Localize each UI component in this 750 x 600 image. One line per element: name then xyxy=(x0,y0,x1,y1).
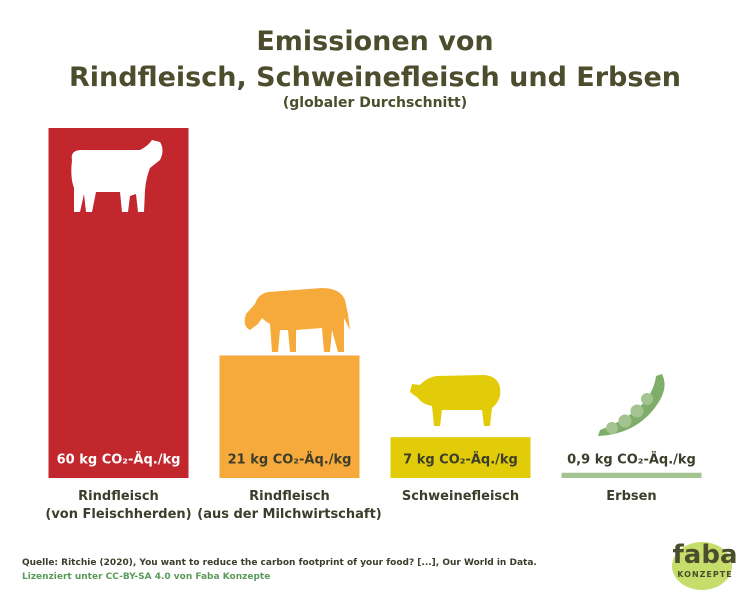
bar xyxy=(561,472,702,478)
cow-icon xyxy=(244,288,350,352)
value-label: 0,9 kg CO₂-Äq./kg xyxy=(567,452,696,468)
value-label: 7 kg CO₂-Äq./kg xyxy=(403,452,518,468)
cow-icon xyxy=(71,140,163,212)
category-label: Schweinefleisch xyxy=(401,489,520,504)
pig-icon xyxy=(410,375,501,426)
license-note: Lizenziert unter CC-BY-SA 4.0 von Faba K… xyxy=(22,572,271,582)
category-label: Rindfleisch (aus der Milchwirtschaft) xyxy=(197,489,382,522)
chart-title: Emissionen von Rindfleisch, Schweineflei… xyxy=(69,26,681,93)
pea-icon xyxy=(598,374,665,436)
value-label: 21 kg CO₂-Äq./kg xyxy=(228,452,352,468)
bar xyxy=(219,355,360,478)
category-label: Erbsen xyxy=(606,489,657,504)
category-label: Rindfleisch (von Fleischherden) xyxy=(45,489,192,522)
logo-subtitle: KONZEPTE xyxy=(677,570,733,579)
logo: faba xyxy=(672,540,738,570)
chart-subtitle: (globaler Durchschnitt) xyxy=(282,95,468,111)
bar xyxy=(390,437,531,478)
logo-blob xyxy=(672,542,732,590)
value-label: 60 kg CO₂-Äq./kg xyxy=(57,452,181,468)
source-note: Quelle: Ritchie (2020), You want to redu… xyxy=(22,558,537,568)
